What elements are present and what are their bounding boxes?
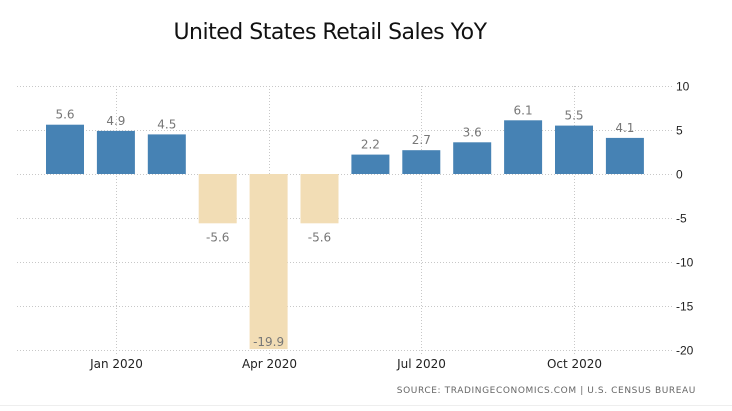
source-attribution: SOURCE: TRADINGECONOMICS.COM | U.S. CENS… xyxy=(396,386,696,396)
data-label: 4.9 xyxy=(106,114,125,128)
bar xyxy=(300,174,339,224)
horizontal-gridlines xyxy=(17,86,672,351)
bar xyxy=(249,174,288,350)
y-tick-label: 0 xyxy=(676,168,683,182)
data-label: 6.1 xyxy=(514,103,533,117)
x-tick-label: Oct 2020 xyxy=(547,357,602,371)
data-label: 4.5 xyxy=(157,117,176,131)
data-label: 2.7 xyxy=(412,133,431,147)
y-axis-ticks: 10 5 0 -5 -10 -15 -20 xyxy=(676,80,694,358)
data-label: 3.6 xyxy=(463,125,482,139)
y-tick-label: -5 xyxy=(676,212,687,226)
x-tick-label: Jan 2020 xyxy=(89,357,143,371)
x-tick-label: Jul 2020 xyxy=(396,357,446,371)
bar xyxy=(555,125,593,174)
bar xyxy=(147,134,186,174)
bar xyxy=(198,174,237,224)
chart-title: United States Retail Sales YoY xyxy=(173,20,487,45)
bar xyxy=(46,124,84,174)
bars xyxy=(46,120,644,350)
x-axis-ticks: Jan 2020 Apr 2020 Jul 2020 Oct 2020 xyxy=(89,357,602,371)
data-label: 4.1 xyxy=(615,121,634,135)
y-tick-label: 10 xyxy=(676,80,690,94)
data-labels: 5.6 4.9 4.5 -5.6 -19.9 -5.6 2.2 2.7 3.6 6.1 5.5 4.1 xyxy=(55,103,634,349)
x-tick-label: Apr 2020 xyxy=(242,357,297,371)
data-label: -5.6 xyxy=(308,230,331,244)
data-label: 5.5 xyxy=(564,109,583,123)
bar xyxy=(96,130,135,174)
y-tick-label: 5 xyxy=(676,124,683,138)
data-label: -5.6 xyxy=(206,230,229,244)
bar xyxy=(504,120,543,174)
y-tick-label: -20 xyxy=(676,344,694,358)
data-label: 2.2 xyxy=(361,138,380,152)
footer-divider xyxy=(0,405,732,406)
bar xyxy=(453,142,492,174)
data-label: 5.6 xyxy=(55,108,74,122)
y-tick-label: -10 xyxy=(676,256,694,270)
bar xyxy=(351,154,390,174)
y-tick-label: -15 xyxy=(676,300,694,314)
bar xyxy=(605,137,644,174)
bar xyxy=(402,150,441,174)
data-label: -19.9 xyxy=(253,335,284,349)
bar-chart: 5.6 4.9 4.5 -5.6 -19.9 -5.6 2.2 2.7 3.6 6.1 5.5 4.1… xyxy=(17,80,694,371)
